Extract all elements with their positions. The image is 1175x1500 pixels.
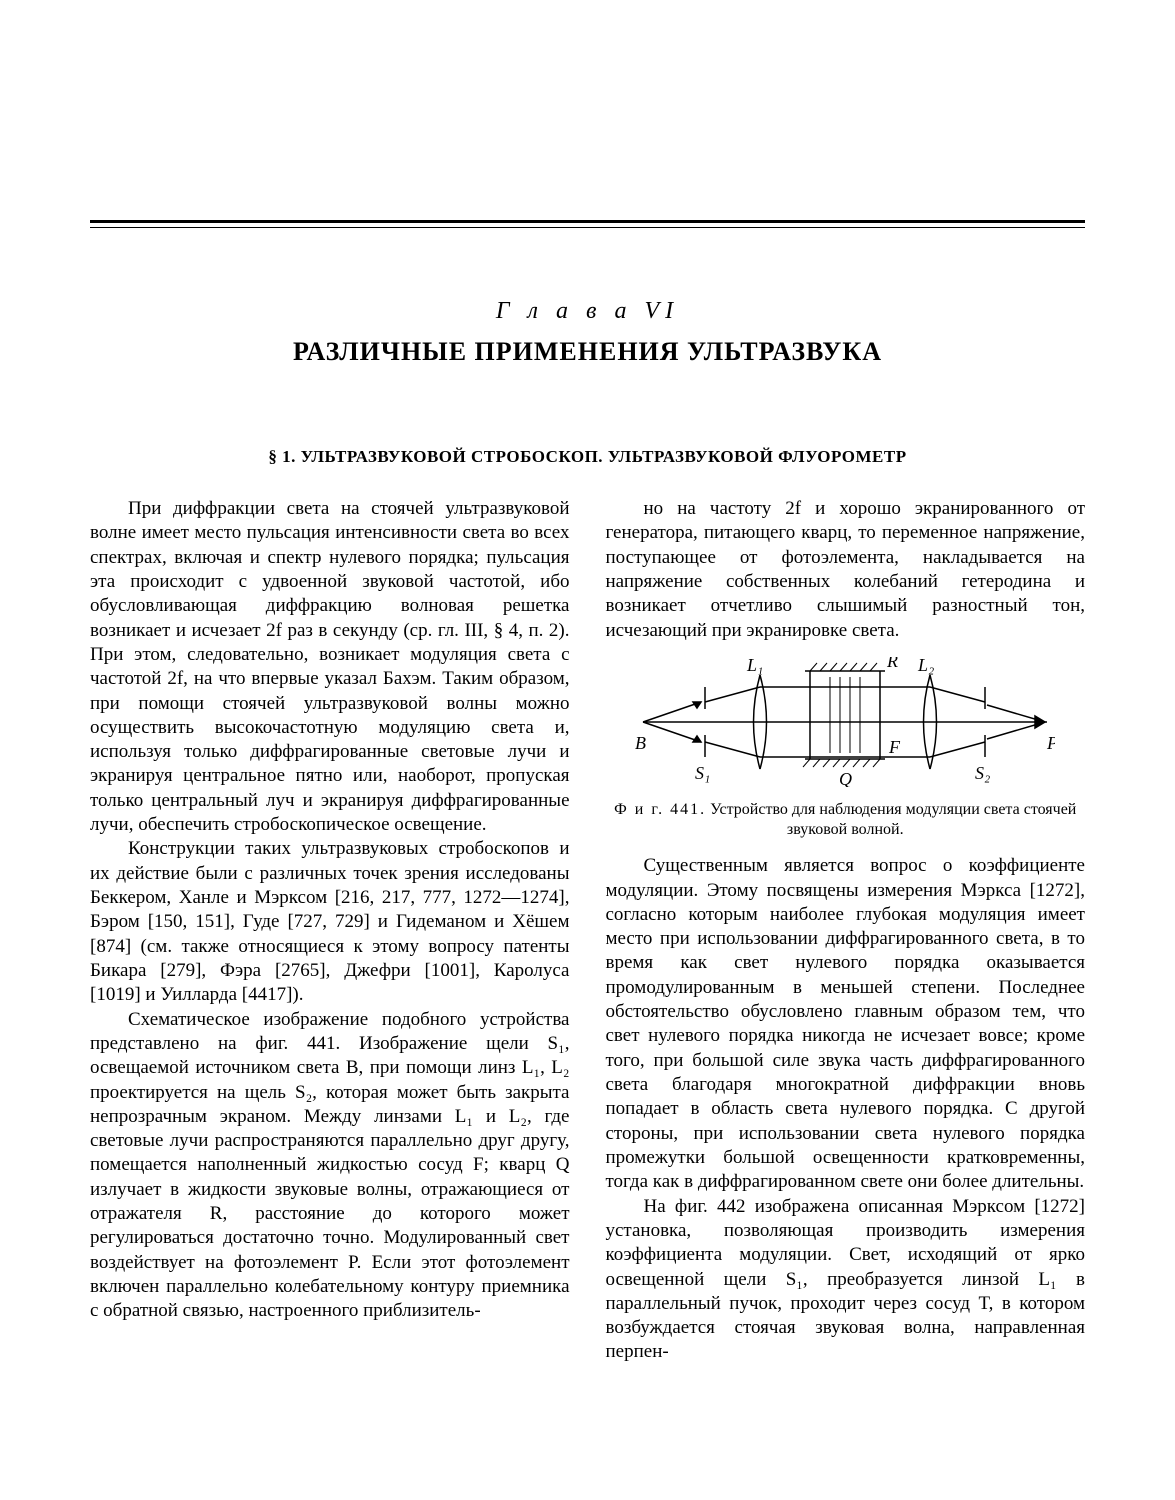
chapter-label: Г л а в а VI — [90, 298, 1085, 325]
figure-diagram: B S₁ L₁ R F Q L₂ S₂ P — [635, 657, 1055, 787]
chapter-title: РАЗЛИЧНЫЕ ПРИМЕНЕНИЯ УЛЬТРАЗВУКА — [90, 337, 1085, 367]
fig-label-S1: S₁ — [695, 763, 710, 783]
paragraph: При диффракции света на стоячей ультразв… — [90, 497, 570, 837]
fig-label-L1: L₁ — [746, 657, 763, 675]
fig-label-B: B — [635, 733, 646, 753]
paragraph: но на частоту 2f и хорошо экранированног… — [606, 497, 1086, 643]
top-rule-thin — [90, 227, 1085, 228]
figure-caption-prefix: Ф и г. 441. — [614, 801, 706, 818]
body-columns: При диффракции света на стоячей ультразв… — [90, 497, 1085, 1365]
figure-caption: Ф и г. 441. Устройство для наблюдения мо… — [606, 800, 1086, 840]
fig-label-Q: Q — [839, 769, 852, 787]
fig-label-R: R — [886, 657, 898, 671]
figure-caption-text: Устройство для наблюдения модуляции свет… — [710, 801, 1076, 838]
figure-441: B S₁ L₁ R F Q L₂ S₂ P Ф и г. 441. Устрой… — [606, 657, 1086, 840]
fig-label-S2: S₂ — [975, 763, 990, 783]
paragraph: Существенным является вопрос о коэффицие… — [606, 854, 1086, 1194]
fig-label-F: F — [888, 737, 901, 757]
paragraph: Схематическое изображение подобного устр… — [90, 1008, 570, 1324]
paragraph: Конструкции таких ультразвуковых стробос… — [90, 837, 570, 1007]
paragraph: На фиг. 442 изображена описанная Мэрксом… — [606, 1195, 1086, 1365]
top-rule-thick — [90, 220, 1085, 223]
fig-label-L2: L₂ — [917, 657, 934, 675]
fig-label-P: P — [1046, 733, 1055, 753]
section-title: § 1. УЛЬТРАЗВУКОВОЙ СТРОБОСКОП. УЛЬТРАЗВ… — [90, 447, 1085, 467]
